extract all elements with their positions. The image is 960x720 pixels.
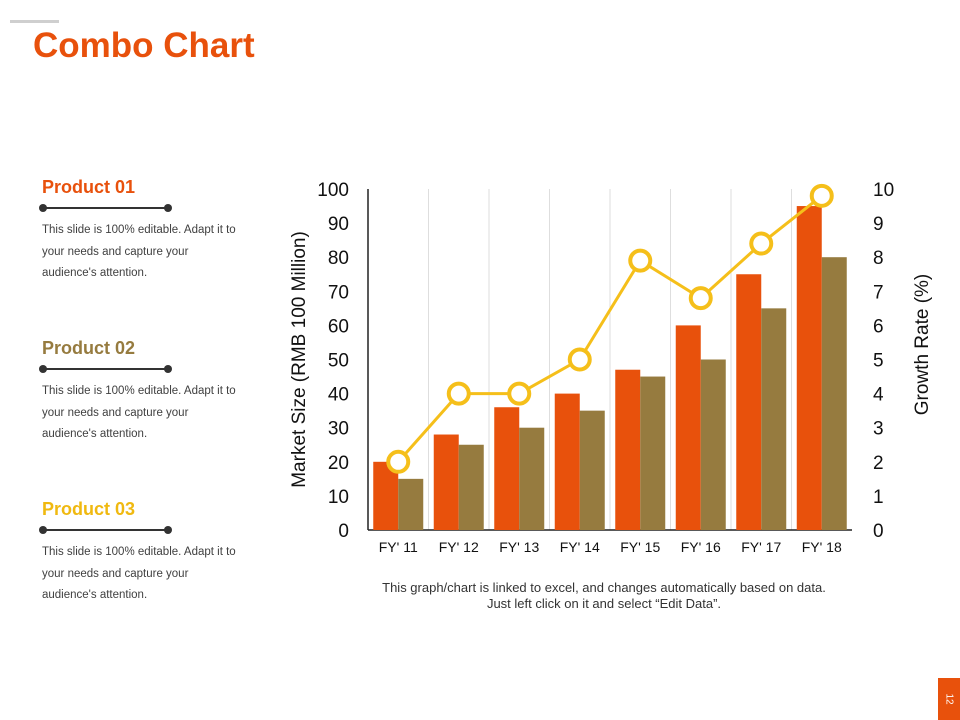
y2-axis-title: Growth Rate (%) [912, 274, 933, 415]
line-point [567, 347, 592, 372]
y2-tick-label: 7 [873, 282, 884, 303]
product-divider [39, 524, 242, 536]
product-divider [39, 202, 242, 214]
y2-tick-label: 9 [873, 214, 884, 235]
product-block-3: Product 03 This slide is 100% editable. … [39, 499, 242, 607]
product-title: Product 02 [42, 338, 136, 358]
y2-tick-label: 0 [873, 521, 884, 542]
x-tick-label: FY' 15 [620, 539, 660, 555]
y-tick-label: 100 [317, 180, 349, 201]
bar [519, 427, 545, 530]
bar [700, 359, 726, 530]
line-point [386, 449, 411, 474]
product-divider [39, 363, 242, 375]
y-tick-label: 70 [328, 282, 349, 303]
y-axis-title: Market Size (RMB 100 Million) [289, 231, 310, 488]
y2-tick-label: 6 [873, 316, 884, 337]
line-point [688, 286, 713, 311]
bar [458, 444, 484, 530]
y2-tick-label: 8 [873, 248, 884, 269]
title-accent-bar [10, 20, 59, 23]
y-tick-label: 90 [328, 214, 349, 235]
bar [761, 308, 787, 530]
line-point [749, 231, 774, 256]
bar [796, 206, 822, 531]
y-tick-label: 30 [328, 419, 349, 440]
bar [373, 461, 399, 530]
x-tick-label: FY' 12 [439, 539, 479, 555]
bar [675, 325, 701, 530]
product-description: This slide is 100% editable. Adapt it to… [42, 224, 236, 279]
bar [615, 369, 641, 530]
bar [494, 407, 520, 530]
chart-caption: This graph/chart is linked to excel, and… [382, 580, 826, 611]
bar [640, 376, 666, 530]
line-point [507, 381, 532, 406]
page-number-badge: 12 [938, 678, 960, 720]
x-tick-label: FY' 11 [379, 539, 418, 555]
bar [433, 434, 459, 530]
product-description: This slide is 100% editable. Adapt it to… [42, 546, 236, 601]
y2-tick-label: 2 [873, 453, 884, 474]
bar [736, 274, 762, 530]
x-tick-label: FY' 18 [802, 539, 842, 555]
y2-tick-label: 3 [873, 419, 884, 440]
product-block-1: Product 01 This slide is 100% editable. … [39, 177, 242, 285]
y-tick-label: 50 [328, 351, 349, 372]
y-tick-label: 10 [328, 487, 349, 508]
x-tick-label: FY' 13 [499, 539, 539, 555]
y2-tick-label: 1 [873, 487, 884, 508]
product-description: This slide is 100% editable. Adapt it to… [42, 385, 236, 440]
line-point [809, 183, 834, 208]
bar [398, 478, 424, 530]
x-tick-label: FY' 16 [681, 539, 721, 555]
y-tick-label: 20 [328, 453, 349, 474]
line-point [628, 248, 653, 273]
y2-tick-label: 4 [873, 385, 884, 406]
y2-tick-label: 10 [873, 180, 894, 201]
bar [821, 257, 847, 530]
y-tick-label: 80 [328, 248, 349, 269]
x-tick-label: FY' 14 [560, 539, 600, 555]
y2-tick-label: 5 [873, 351, 884, 372]
x-tick-label: FY' 17 [741, 539, 781, 555]
bar [554, 393, 580, 530]
product-title: Product 01 [42, 177, 136, 197]
product-block-2: Product 02 This slide is 100% editable. … [39, 338, 242, 446]
line-point [446, 381, 471, 406]
page-number: 12 [943, 693, 955, 705]
bar [579, 410, 605, 530]
y-tick-label: 0 [338, 521, 349, 542]
page-title: Combo Chart [33, 26, 255, 65]
y-tick-label: 40 [328, 385, 349, 406]
product-title: Product 03 [42, 499, 136, 519]
y-tick-label: 60 [328, 316, 349, 337]
